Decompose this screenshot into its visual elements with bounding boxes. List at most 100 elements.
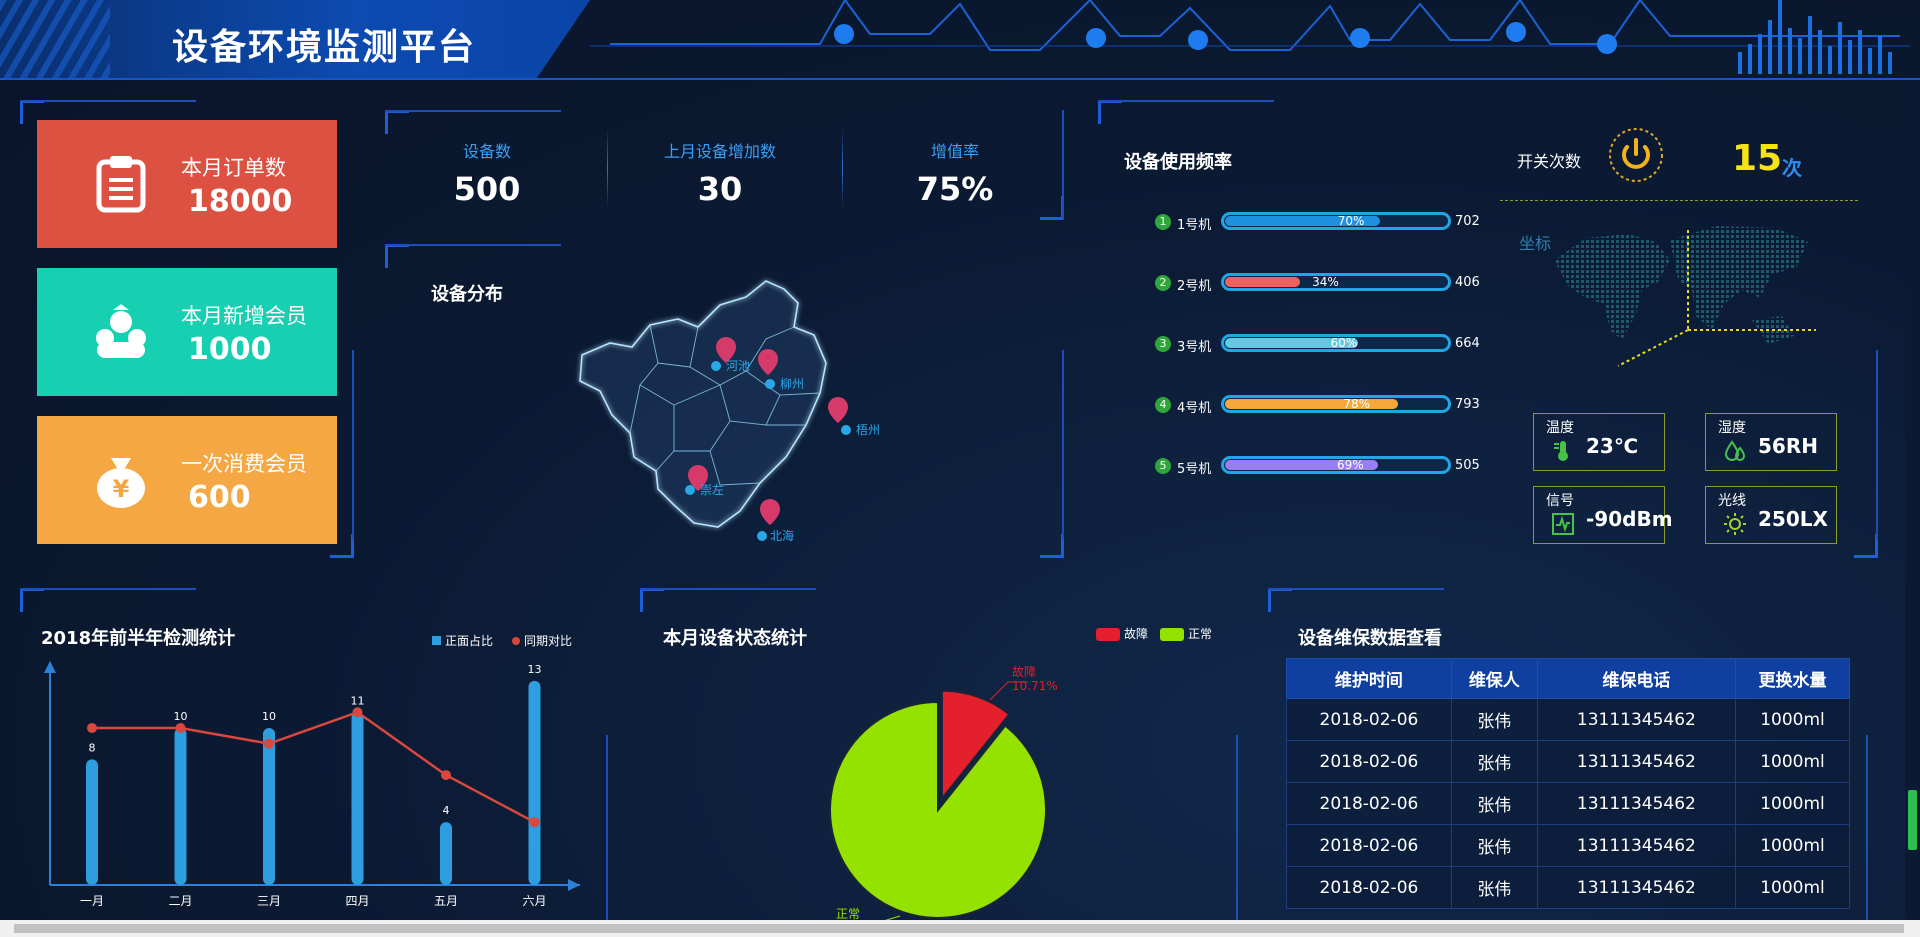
frame-line <box>1866 735 1868 920</box>
usage-count: 664 <box>1455 336 1480 351</box>
usage-row: 1 1号机 70% 702 <box>1155 212 1485 234</box>
frame-corner <box>1268 588 1292 612</box>
map-place-label: 北海 <box>770 528 794 543</box>
members-icon <box>96 304 146 358</box>
usage-row: 3 3号机 60% 664 <box>1155 334 1485 356</box>
vertical-scrollbar[interactable] <box>1905 80 1920 920</box>
x-tick-label: 五月 <box>434 894 458 908</box>
map-marker-beihai[interactable]: 北海 <box>757 499 794 543</box>
frame-line <box>1062 110 1064 220</box>
map-marker-wuzhou[interactable]: 梧州 <box>828 397 880 437</box>
table-cell: 张伟 <box>1450 782 1538 825</box>
comparison-line <box>92 710 536 824</box>
table-cell: 1000ml <box>1734 824 1851 867</box>
usage-row: 4 4号机 78% 793 <box>1155 395 1485 417</box>
sensor-value: -90dBm <box>1586 507 1673 531</box>
usage-percent-label: 70% <box>1337 214 1365 228</box>
status-chart-title: 本月设备状态统计 <box>663 628 807 649</box>
signal-icon <box>1552 513 1574 535</box>
kpi-value: 30 <box>697 170 743 208</box>
pie-slice-fault <box>940 689 1011 802</box>
legend-swatch <box>512 637 520 645</box>
table-row[interactable]: 2018-02-06 张伟 13111345462 1000ml <box>1286 740 1851 783</box>
status-legend-fault: 故障 <box>1096 625 1148 642</box>
power-icon[interactable] <box>1608 127 1664 183</box>
table-cell: 张伟 <box>1450 824 1538 867</box>
table-cell: 2018-02-06 <box>1286 866 1452 909</box>
table-cell: 2018-02-06 <box>1286 824 1452 867</box>
sensor-label: 温度 <box>1546 420 1574 436</box>
table-row[interactable]: 2018-02-06 张伟 13111345462 1000ml <box>1286 866 1851 909</box>
legend-swatch <box>1096 628 1120 641</box>
title-stripe-decoration <box>0 0 110 78</box>
table-row[interactable]: 2018-02-06 张伟 13111345462 1000ml <box>1286 698 1851 741</box>
frame-corner <box>1098 100 1122 124</box>
x-tick-label: 三月 <box>257 894 281 908</box>
sensor-light: 光线 250LX <box>1705 486 1837 544</box>
frame-corner <box>330 534 354 558</box>
detect-chart: 8 一月 10 二月 10 三月 11 四月 4 五月 13 六月 <box>44 661 580 908</box>
legend-label: 同期对比 <box>524 634 573 648</box>
sensor-value: 250LX <box>1758 507 1828 531</box>
map-place-label: 柳州 <box>780 377 804 391</box>
sensor-signal: 信号 -90dBm <box>1533 486 1673 544</box>
usage-count: 406 <box>1455 275 1480 290</box>
kpi-value: 500 <box>453 170 521 208</box>
usage-count: 702 <box>1455 214 1480 229</box>
distribution-title: 设备分布 <box>431 284 503 305</box>
stat-card-new-members: 本月新增会员 1000 <box>37 268 337 396</box>
frame-line <box>1876 350 1878 540</box>
kpi-growth-rate: 增值率 75% <box>840 138 1070 208</box>
horizontal-scrollbar-thumb[interactable] <box>14 924 1904 933</box>
bar-4 <box>351 712 364 885</box>
table-cell: 13111345462 <box>1536 740 1736 783</box>
column-header: 维保电话 <box>1536 658 1736 699</box>
frame-line <box>20 100 196 102</box>
clipboard-icon <box>96 156 146 213</box>
stat-card-one-time-members: ¥ 一次消费会员 600 <box>37 416 337 544</box>
usage-rank-badge: 2 <box>1155 275 1171 291</box>
table-row[interactable]: 2018-02-06 张伟 13111345462 1000ml <box>1286 824 1851 867</box>
stat-card-orders: 本月订单数 18000 <box>37 120 337 248</box>
line-point-2 <box>175 722 186 733</box>
sensor-value: 23℃ <box>1586 434 1639 458</box>
usage-bar-track: 60% <box>1221 334 1451 352</box>
fault-label-leader <box>989 681 1028 701</box>
usage-machine-name: 3号机 <box>1177 340 1212 355</box>
coords-label: 坐标 <box>1519 234 1552 253</box>
map-marker-liuzhou[interactable]: 柳州 <box>758 349 804 391</box>
map-marker-chongzuo[interactable]: 崇左 <box>685 465 724 497</box>
column-header: 更换水量 <box>1734 658 1851 699</box>
column-header: 维护时间 <box>1286 658 1452 699</box>
column-header: 维保人 <box>1450 658 1538 699</box>
usage-rank-badge: 4 <box>1155 397 1171 413</box>
bar-value-label: 10 <box>174 710 188 723</box>
sensor-humidity: 湿度 56RH <box>1705 413 1837 471</box>
pie-slice-normal <box>829 700 1047 919</box>
switch-divider <box>1500 200 1858 201</box>
vertical-scrollbar-thumb[interactable] <box>1908 790 1917 850</box>
stat-value: 18000 <box>188 184 293 219</box>
x-tick-label: 六月 <box>522 894 546 908</box>
switch-count-unit: 次 <box>1782 156 1802 180</box>
usage-rank-badge: 5 <box>1155 458 1171 474</box>
usage-percent-label: 60% <box>1330 336 1358 350</box>
normal-label-leader <box>884 915 901 920</box>
world-dot-map <box>1554 226 1816 367</box>
kpi-label: 增值率 <box>930 142 979 161</box>
usage-bar-fill <box>1225 216 1381 226</box>
detect-chart-title: 2018年前半年检测统计 <box>41 628 236 649</box>
bar-2 <box>174 727 187 885</box>
stat-label: 本月订单数 <box>181 156 286 180</box>
frame-line <box>1268 588 1444 590</box>
usage-count: 505 <box>1455 458 1480 473</box>
legend-label: 故障 <box>1124 627 1149 641</box>
table-cell: 13111345462 <box>1536 824 1736 867</box>
map-place-label: 河池 <box>726 359 750 373</box>
x-axis-arrow <box>568 879 580 891</box>
map-marker-hechi[interactable]: 河池 <box>711 337 750 373</box>
usage-bar-track: 34% <box>1221 273 1451 291</box>
stat-value: 1000 <box>188 332 272 367</box>
stat-value: 600 <box>188 480 251 515</box>
table-row[interactable]: 2018-02-06 张伟 13111345462 1000ml <box>1286 782 1851 825</box>
